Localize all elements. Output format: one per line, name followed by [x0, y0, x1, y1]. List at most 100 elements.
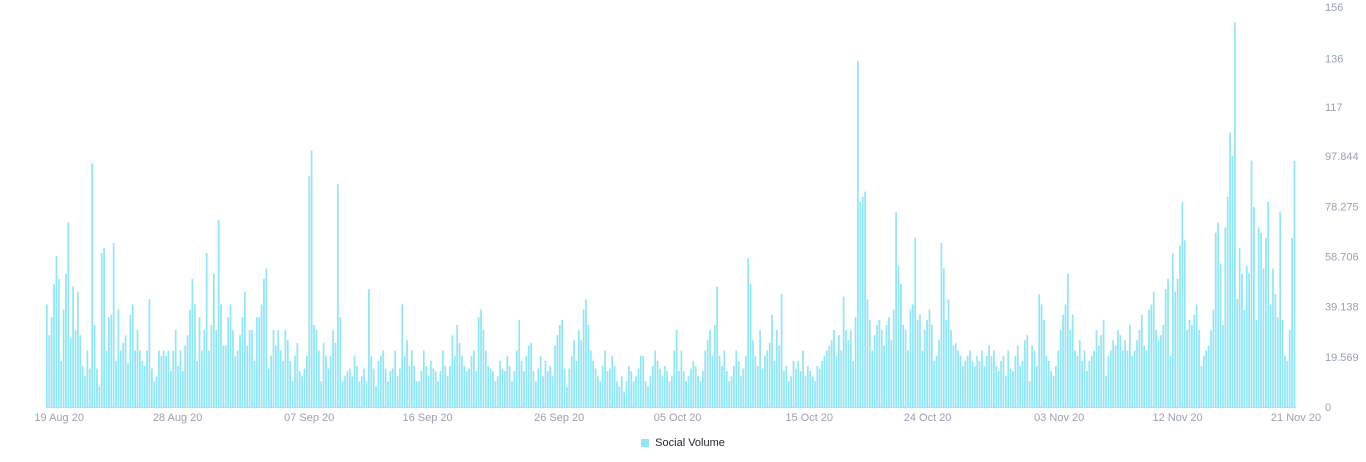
bar[interactable] [258, 317, 261, 407]
bar[interactable] [802, 350, 804, 407]
bar[interactable] [1233, 22, 1236, 407]
bar[interactable] [687, 376, 690, 407]
bar[interactable] [272, 330, 275, 407]
bar[interactable] [334, 342, 337, 407]
bar[interactable] [279, 350, 282, 407]
bar[interactable] [1071, 314, 1074, 407]
bar[interactable] [573, 340, 575, 407]
bar[interactable] [1186, 330, 1188, 407]
bar[interactable] [823, 355, 826, 407]
bar[interactable] [733, 365, 735, 407]
bar[interactable] [694, 365, 697, 407]
bar[interactable] [632, 381, 635, 407]
bar[interactable] [148, 299, 151, 407]
bar[interactable] [1212, 309, 1215, 407]
bar[interactable] [1090, 355, 1093, 407]
bar[interactable] [766, 350, 769, 407]
bar[interactable] [761, 368, 764, 407]
bar[interactable] [506, 355, 509, 407]
bar[interactable] [60, 360, 63, 407]
bar[interactable] [892, 309, 895, 407]
bar[interactable] [1291, 237, 1293, 407]
bar[interactable] [966, 355, 969, 407]
bar[interactable] [1062, 314, 1064, 407]
bar[interactable] [375, 386, 377, 407]
bar[interactable] [947, 299, 950, 407]
bar[interactable] [1129, 324, 1131, 407]
bar[interactable] [1000, 360, 1002, 407]
bar[interactable] [1210, 330, 1212, 407]
bar[interactable] [993, 350, 995, 407]
bar[interactable] [220, 304, 222, 407]
bar[interactable] [585, 299, 587, 407]
bar[interactable] [897, 265, 900, 407]
bar[interactable] [303, 368, 306, 407]
bar[interactable] [1083, 350, 1086, 407]
bar[interactable] [403, 355, 406, 407]
bar[interactable] [978, 360, 981, 407]
bar[interactable] [1171, 253, 1174, 407]
bar[interactable] [747, 258, 750, 407]
bar[interactable] [952, 345, 955, 407]
bar[interactable] [62, 309, 65, 407]
bar[interactable] [985, 355, 988, 407]
bar[interactable] [227, 317, 230, 407]
bar[interactable] [697, 376, 699, 407]
bar[interactable] [456, 324, 459, 407]
bar[interactable] [100, 253, 103, 407]
bar[interactable] [172, 350, 175, 407]
bar[interactable] [1052, 376, 1055, 407]
bar[interactable] [702, 371, 704, 407]
bar[interactable] [1007, 350, 1010, 407]
bar[interactable] [613, 365, 616, 407]
bar[interactable] [255, 317, 258, 407]
bar[interactable] [1093, 350, 1095, 407]
bar[interactable] [413, 365, 416, 407]
bar[interactable] [284, 330, 287, 407]
bar[interactable] [582, 309, 585, 407]
bar[interactable] [668, 381, 671, 407]
bar[interactable] [1069, 330, 1072, 407]
bar[interactable] [1157, 340, 1160, 407]
bar[interactable] [933, 360, 936, 407]
bar[interactable] [845, 330, 847, 407]
bar[interactable] [876, 324, 878, 407]
bar[interactable] [673, 350, 676, 407]
bar[interactable] [122, 342, 125, 407]
bar[interactable] [1033, 350, 1036, 407]
bar[interactable] [828, 345, 831, 407]
bar[interactable] [65, 273, 67, 407]
bar[interactable] [1148, 309, 1150, 407]
bar[interactable] [637, 368, 640, 407]
bar[interactable] [916, 319, 919, 407]
bar[interactable] [294, 355, 296, 407]
bar[interactable] [322, 342, 325, 407]
bar[interactable] [108, 317, 110, 407]
bar[interactable] [1155, 330, 1157, 407]
bar[interactable] [1114, 345, 1117, 407]
bar[interactable] [77, 291, 79, 407]
bar[interactable] [203, 330, 206, 407]
bar[interactable] [659, 368, 661, 407]
bar[interactable] [873, 335, 876, 407]
bar[interactable] [716, 286, 719, 407]
bar[interactable] [1264, 237, 1267, 407]
bar[interactable] [1250, 160, 1253, 407]
bar[interactable] [410, 350, 413, 407]
bar[interactable] [1241, 273, 1243, 407]
bar[interactable] [935, 355, 938, 407]
bar[interactable] [501, 368, 504, 407]
bar[interactable] [246, 345, 249, 407]
bar[interactable] [1274, 294, 1277, 407]
bar[interactable] [1176, 278, 1179, 407]
bar[interactable] [837, 335, 840, 407]
bar[interactable] [391, 368, 394, 407]
bar[interactable] [852, 360, 855, 407]
bar[interactable] [379, 355, 382, 407]
bar[interactable] [628, 365, 630, 407]
bar[interactable] [177, 365, 179, 407]
bar[interactable] [348, 368, 351, 407]
bar[interactable] [730, 376, 733, 407]
bar[interactable] [167, 350, 170, 407]
bar[interactable] [119, 350, 122, 407]
